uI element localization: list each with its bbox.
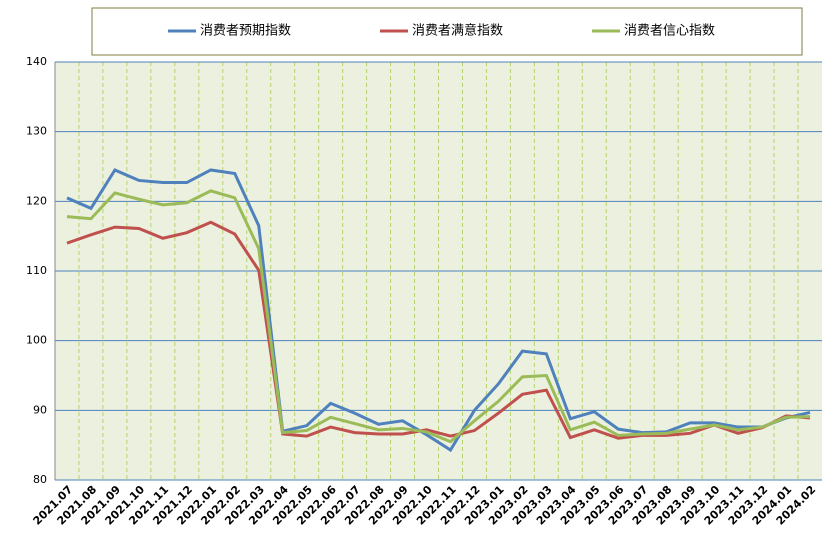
y-tick-label: 80 (33, 473, 47, 486)
legend-box (91, 7, 803, 56)
y-tick-label: 140 (26, 55, 47, 68)
legend-label: 消费者满意指数 (412, 23, 503, 39)
y-tick-label: 120 (26, 194, 47, 207)
legend-label: 消费者信心指数 (624, 24, 715, 39)
y-tick-label: 130 (26, 125, 47, 138)
series-line (66, 189, 811, 444)
series-line (66, 220, 811, 440)
y-tick-label: 100 (26, 334, 47, 347)
y-tick-label: 110 (26, 264, 47, 277)
y-tick-label: 90 (33, 403, 47, 416)
series-line (66, 168, 811, 453)
legend-label: 消费者预期指数 (200, 24, 291, 39)
